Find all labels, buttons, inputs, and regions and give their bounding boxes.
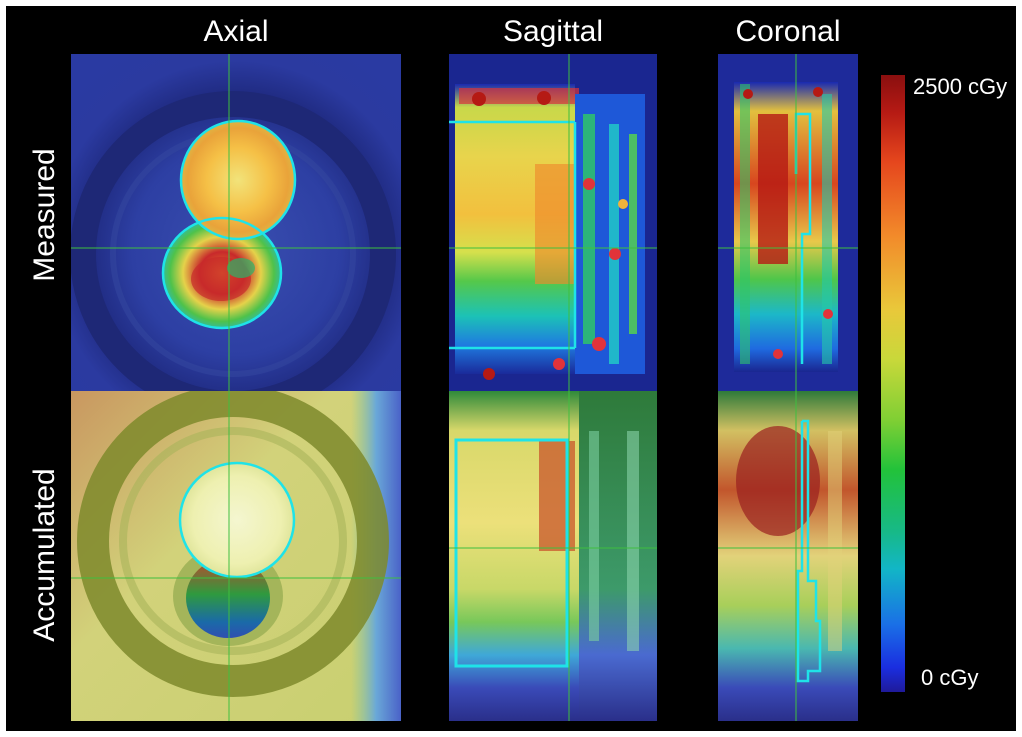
axial-measured-panel bbox=[71, 54, 401, 391]
coronal-accumulated-dose-map bbox=[718, 391, 858, 721]
colorbar-min-label: 0 cGy bbox=[921, 665, 979, 690]
dose-colorbar bbox=[881, 75, 905, 692]
column-title-coronal: Coronal bbox=[735, 15, 841, 48]
axial-accumulated-dose-map bbox=[71, 391, 401, 721]
sagittal-accumulated-dose-map bbox=[449, 391, 657, 721]
column-title-sagittal: Sagittal bbox=[502, 15, 604, 48]
axial-accumulated-panel bbox=[71, 391, 401, 721]
colorbar-max-label: 2500 cGy bbox=[913, 74, 1008, 99]
coronal-accumulated-panel bbox=[718, 391, 858, 721]
row-label-accumulated: Accumulated bbox=[28, 468, 61, 642]
coronal-measured-panel bbox=[718, 54, 858, 391]
column-title-axial: Axial bbox=[203, 15, 269, 48]
axial-measured-dose-map bbox=[71, 54, 401, 391]
coronal-measured-dose-map bbox=[718, 54, 858, 391]
row-label-measured: Measured bbox=[28, 148, 61, 282]
sagittal-measured-panel bbox=[449, 54, 657, 391]
sagittal-accumulated-panel bbox=[449, 391, 657, 721]
sagittal-measured-dose-map bbox=[449, 54, 657, 391]
